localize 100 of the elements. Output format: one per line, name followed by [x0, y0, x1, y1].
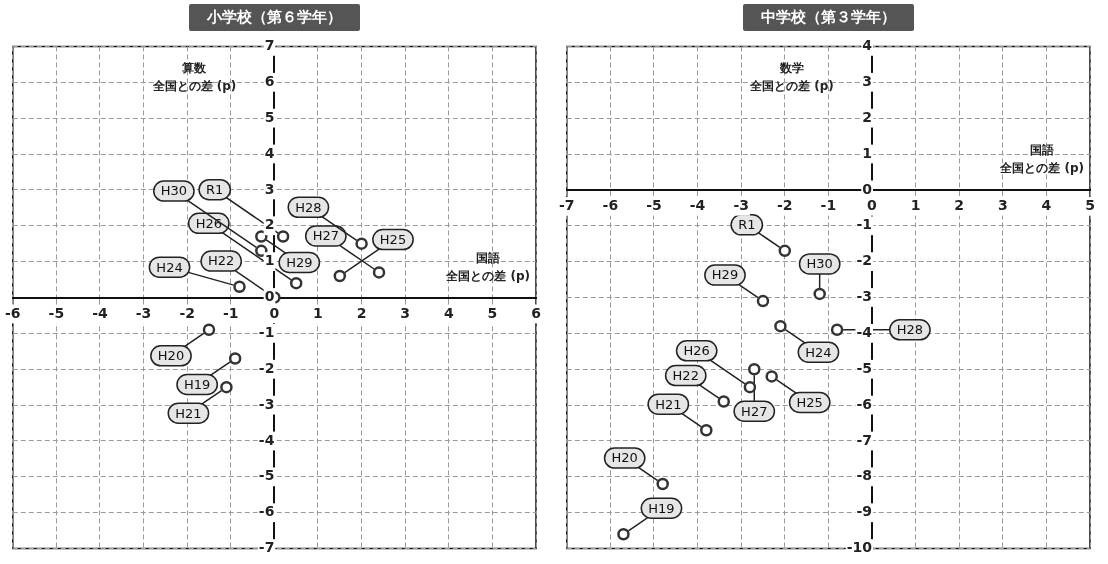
point	[289, 276, 303, 290]
x-tick-label: 6	[531, 304, 541, 321]
y-tick-label: -4	[258, 431, 275, 448]
x-tick-label: -3	[135, 304, 152, 321]
y-tick-label: 6	[264, 72, 275, 89]
x-tick-label: -3	[733, 196, 749, 213]
y-tick-label: -2	[856, 252, 872, 269]
y-tick-label: 1	[862, 144, 872, 161]
y-tick-label: -1	[856, 216, 872, 233]
x-tick-label: -6	[602, 196, 619, 213]
annotation: H19	[648, 500, 675, 516]
annotation: H22	[208, 253, 235, 269]
x-axis-title: 国語全国との差 (p)	[999, 143, 1085, 176]
annotation: H20	[157, 348, 185, 364]
y-tick-label: -4	[856, 324, 873, 341]
y-axis-title: 数学全国との差 (p)	[749, 60, 834, 93]
y-tick-label: 3	[264, 180, 275, 197]
annotation: R1	[206, 182, 224, 198]
point	[774, 319, 787, 333]
point	[220, 380, 233, 394]
annotation: H24	[156, 259, 183, 275]
x-tick-label: -4	[92, 304, 109, 321]
annotation: H27	[741, 403, 768, 419]
point	[202, 323, 216, 337]
point	[717, 395, 730, 408]
y-tick-label: 0	[264, 288, 275, 305]
annotation: R1	[738, 217, 756, 233]
y-tick-label: -7	[856, 431, 872, 448]
point	[743, 380, 757, 394]
x-tick-label: 2	[954, 196, 965, 213]
x-tick-label: 5	[487, 304, 498, 321]
point	[813, 287, 826, 301]
x-tick-label: -2	[777, 196, 793, 213]
annotation: H28	[896, 322, 924, 338]
point	[656, 477, 669, 491]
x-tick-label: 3	[400, 304, 411, 321]
annotation: H20	[611, 450, 638, 466]
x-tick-label: -5	[646, 196, 662, 213]
annotation: H21	[655, 396, 682, 412]
annotation: H21	[175, 405, 202, 421]
point	[700, 423, 713, 437]
x-tick-label: -1	[223, 304, 239, 321]
x-tick-label: -7	[558, 196, 575, 213]
annotation: H26	[195, 215, 222, 231]
y-tick-label: 7	[264, 37, 275, 54]
chart-title: 中学校（第３学年）	[742, 4, 914, 31]
y-tick-label: -2	[258, 359, 275, 376]
annotation: H25	[379, 231, 407, 247]
annotation: H28	[295, 199, 322, 215]
y-tick-label: -8	[856, 467, 872, 484]
annotation: H22	[672, 367, 699, 383]
y-tick-label: 1	[264, 252, 275, 269]
x-tick-label: 4	[443, 304, 454, 321]
x-tick-label: -6	[4, 304, 21, 321]
y-tick-label: 2	[264, 216, 275, 233]
x-tick-label: -2	[179, 304, 195, 321]
x-tick-label: 1	[313, 304, 323, 321]
point	[333, 269, 347, 283]
point	[228, 352, 242, 365]
y-tick-label: -1	[258, 324, 275, 341]
y-tick-label: 2	[862, 108, 872, 125]
annotation: H26	[683, 343, 710, 359]
annotation: H19	[183, 376, 211, 392]
y-tick-label: -5	[258, 467, 275, 484]
x-tick-label: 3	[997, 196, 1008, 213]
annotation: H24	[805, 344, 832, 360]
y-axis-title: 算数全国との差 (p)	[151, 60, 237, 93]
y-tick-label: -5	[856, 359, 872, 376]
point	[830, 323, 844, 337]
y-tick-label: -7	[258, 539, 275, 556]
x-tick-label: -4	[689, 196, 706, 213]
x-tick-label: 5	[1085, 196, 1095, 213]
y-tick-label: 3	[862, 72, 872, 89]
y-tick-label: 4	[862, 37, 873, 54]
point	[617, 528, 630, 541]
x-tick-label: -5	[48, 304, 65, 321]
x-axis-title: 国語全国との差 (p)	[445, 250, 531, 283]
y-tick-label: -6	[258, 503, 275, 520]
point	[778, 244, 792, 258]
point	[355, 237, 368, 250]
y-tick-label: -6	[856, 395, 872, 412]
annotation: H30	[160, 183, 188, 199]
point	[233, 280, 246, 293]
y-tick-label: -3	[258, 395, 275, 412]
y-tick-label: 0	[862, 180, 873, 197]
point	[748, 362, 761, 376]
y-tick-label: 4	[264, 144, 275, 161]
y-tick-label: -9	[856, 503, 872, 520]
point	[276, 230, 290, 243]
point	[255, 230, 268, 243]
y-tick-label: 5	[264, 108, 275, 125]
x-tick-label: 1	[910, 196, 921, 213]
point	[765, 370, 778, 383]
y-tick-label: -10	[846, 539, 873, 556]
point	[372, 266, 386, 279]
x-tick-label: -1	[820, 196, 837, 213]
annotation: H27	[312, 228, 339, 244]
annotation: H30	[806, 256, 833, 272]
x-tick-label: 4	[1041, 196, 1052, 213]
chart-title: 小学校（第６学年）	[188, 4, 360, 31]
